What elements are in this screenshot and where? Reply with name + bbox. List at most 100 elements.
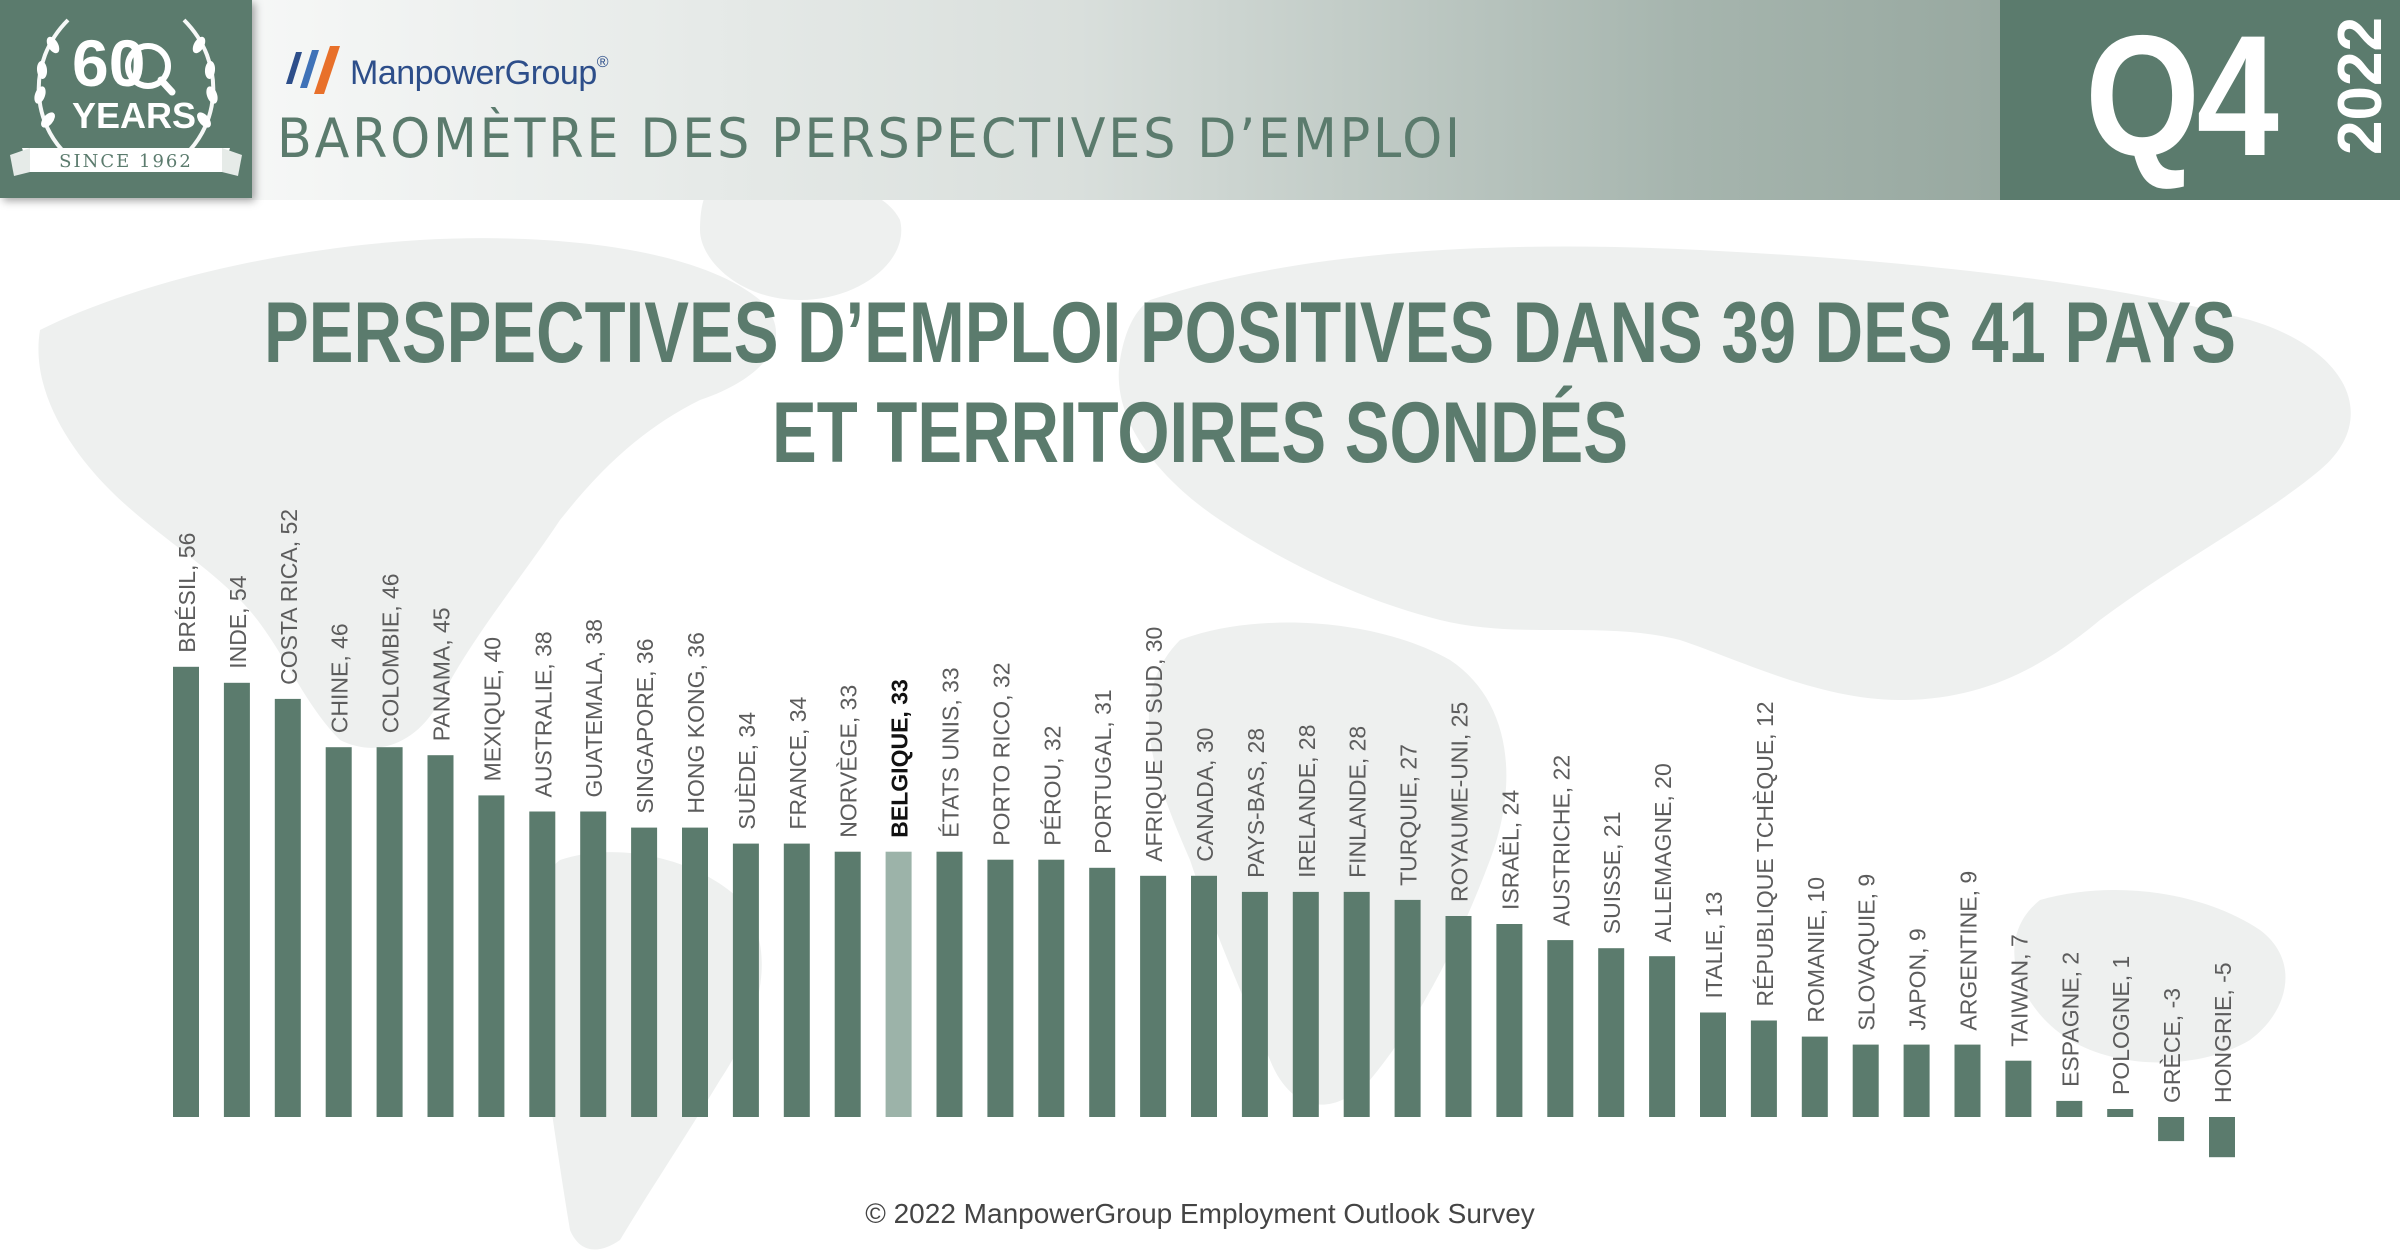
bar-label-10: HONG KONG, 36 [683, 632, 709, 813]
map-eurasia [1118, 246, 2351, 700]
bar-label-33: SLOVAQUIE, 9 [1854, 874, 1880, 1031]
bar-0 [173, 666, 199, 1117]
bar-18 [1089, 867, 1116, 1117]
bar-label-17: PÉROU, 32 [1039, 726, 1065, 846]
bar-29 [1649, 956, 1676, 1117]
bar-label-6: MEXIQUE, 40 [479, 637, 505, 781]
bar-6 [478, 795, 505, 1117]
bar-35 [1954, 1044, 1981, 1117]
bar-1 [223, 682, 250, 1117]
quarter-panel [2000, 0, 2400, 200]
registered-mark: ® [596, 54, 609, 71]
bar-36 [2005, 1060, 2032, 1117]
bar-label-7: AUSTRALIE, 38 [530, 631, 556, 797]
bar-label-24: TURQUIE, 27 [1396, 744, 1422, 886]
bar-16 [987, 859, 1014, 1117]
bar-label-8: GUATEMALA, 38 [581, 619, 607, 798]
bar-label-27: AUSTRICHE, 22 [1548, 755, 1574, 926]
bar-33 [1852, 1044, 1879, 1117]
bar-label-30: ITALIE, 13 [1701, 892, 1727, 999]
bar-label-26: ISRAËL, 24 [1497, 790, 1523, 910]
bar-label-15: ÉTATS UNIS, 33 [938, 667, 964, 837]
bar-label-21: PAYS-BAS, 28 [1243, 728, 1269, 878]
headline-line-2: ET TERRITOIRES SONDÉS [771, 385, 1629, 481]
bar-label-12: FRANCE, 34 [785, 696, 811, 829]
bar-23 [1343, 891, 1370, 1117]
header-title: BAROMÈTRE DES PERSPECTIVES D’EMPLOI [277, 107, 1463, 170]
bar-label-11: SUÈDE, 34 [734, 712, 760, 830]
bar-2 [274, 698, 301, 1117]
brand-name-text: ManpowerGroup [350, 54, 597, 92]
bar-24 [1394, 899, 1421, 1117]
bar-label-35: ARGENTINE, 9 [1956, 871, 1982, 1031]
bar-5 [427, 755, 454, 1117]
bar-4 [376, 747, 403, 1117]
bar-17 [1038, 859, 1065, 1117]
bar-26 [1496, 924, 1523, 1117]
bar-15 [936, 851, 963, 1117]
bar-label-5: PANAMA, 45 [429, 607, 455, 741]
bar-label-9: SINGAPORE, 36 [632, 638, 658, 813]
bar-label-22: IRELANDE, 28 [1294, 724, 1320, 877]
bar-22 [1292, 891, 1319, 1117]
bar-label-16: PORTO RICO, 32 [988, 662, 1014, 845]
bar-38 [2107, 1109, 2134, 1117]
bar-label-14: BELGIQUE, 33 [887, 679, 913, 837]
bar-label-29: ALLEMAGNE, 20 [1650, 763, 1676, 942]
badge-word: YEARS [72, 95, 197, 136]
bar-10 [682, 827, 708, 1117]
bar-3 [325, 747, 352, 1117]
bar-label-1: INDE, 54 [225, 575, 251, 669]
map-greenland [700, 176, 902, 300]
bar-40 [2209, 1117, 2235, 1158]
headline-line-1: PERSPECTIVES D’EMPLOI POSITIVES DANS 39 … [264, 285, 2237, 381]
map-north-america [38, 238, 777, 748]
bar-label-32: ROMANIE, 10 [1803, 877, 1829, 1023]
bar-13 [834, 851, 861, 1117]
bar-19 [1140, 875, 1167, 1117]
bar-14 [885, 851, 912, 1117]
bar-label-4: COLOMBIE, 46 [378, 573, 404, 733]
bar-9 [631, 827, 658, 1117]
bar-21 [1241, 891, 1268, 1117]
footer-copyright: © 2022 ManpowerGroup Employment Outlook … [865, 1198, 1535, 1229]
bar-label-23: FINLANDE, 28 [1345, 726, 1371, 878]
bar-label-2: COSTA RICA, 52 [276, 509, 302, 685]
bar-label-25: ROYAUME-UNI, 25 [1447, 702, 1473, 902]
bar-34 [1903, 1044, 1930, 1117]
bar-label-31: RÉPUBLIQUE TCHÈQUE, 12 [1752, 701, 1778, 1006]
bar-label-34: JAPON, 9 [1905, 928, 1931, 1030]
badge-since: SINCE 1962 [59, 151, 193, 172]
bar-39 [2158, 1117, 2185, 1142]
bar-25 [1445, 916, 1472, 1117]
bar-32 [1801, 1036, 1828, 1117]
bar-31 [1750, 1020, 1777, 1117]
anniversary-badge: 60 YEARS SINCE 1962 [0, 0, 252, 198]
magnifier-icon [125, 43, 171, 89]
bar-37 [2056, 1100, 2083, 1117]
bar-28 [1598, 948, 1625, 1117]
bar-label-37: ESPAGNE, 2 [2057, 952, 2083, 1087]
bar-27 [1547, 940, 1574, 1117]
bar-label-36: TAIWAN, 7 [2006, 934, 2032, 1046]
bar-12 [783, 843, 810, 1117]
quarter-label: Q4 [2085, 0, 2279, 192]
laurel-wreath-icon [10, 18, 242, 176]
bar-label-18: PORTUGAL, 31 [1090, 689, 1116, 853]
bar-label-28: SUISSE, 21 [1599, 811, 1625, 934]
bar-label-39: GRÈCE, -3 [2159, 988, 2185, 1103]
bar-label-40: HONGRIE, -5 [2210, 962, 2236, 1103]
brand-name: ManpowerGroup® [350, 54, 609, 93]
bar-8 [580, 811, 607, 1117]
bar-label-0: BRÉSIL, 56 [174, 533, 200, 653]
bar-20 [1191, 875, 1217, 1117]
bar-label-13: NORVÈGE, 33 [836, 685, 862, 838]
bar-label-20: CANADA, 30 [1192, 728, 1218, 862]
bar-label-38: POLOGNE, 1 [2108, 956, 2134, 1095]
badge-number: 60 [72, 26, 146, 100]
bar-30 [1700, 1012, 1726, 1117]
bar-label-19: AFRIQUE DU SUD, 30 [1141, 627, 1167, 862]
manpowergroup-logo-icon [286, 46, 340, 94]
bar-11 [732, 843, 759, 1117]
